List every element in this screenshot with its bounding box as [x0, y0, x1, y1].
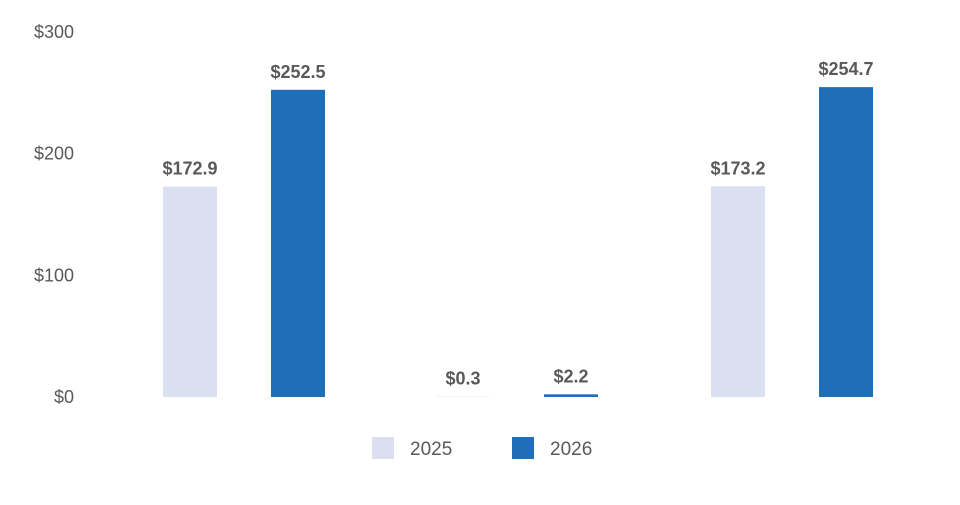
- y-tick-label: $0: [54, 387, 74, 407]
- y-tick-label: $200: [34, 144, 74, 164]
- bar-2026-1: [271, 90, 325, 397]
- y-tick-label: $300: [34, 22, 74, 42]
- y-tick-label: $100: [34, 265, 74, 285]
- legend: 2025 2026: [372, 437, 592, 460]
- bar-2025-3: [711, 186, 765, 397]
- value-labels-group: $172.9 $0.3 $173.2 $252.5 $2.2 $254.7: [162, 59, 873, 389]
- data-label: $172.9: [162, 159, 217, 179]
- bar-2025-1: [163, 187, 217, 397]
- data-label: $254.7: [818, 59, 873, 79]
- legend-label: 2026: [550, 439, 592, 460]
- bar-2026-3: [819, 87, 873, 397]
- data-label: $252.5: [270, 62, 325, 82]
- legend-label: 2025: [410, 439, 452, 460]
- legend-swatch: [372, 437, 394, 459]
- data-label: $0.3: [445, 369, 480, 389]
- legend-swatch: [512, 437, 534, 459]
- bars-group: [163, 87, 873, 397]
- y-axis: $0 $100 $200 $300: [34, 22, 74, 407]
- bar-2026-2: [544, 394, 598, 397]
- data-label: $2.2: [553, 366, 588, 386]
- data-label: $173.2: [710, 158, 765, 178]
